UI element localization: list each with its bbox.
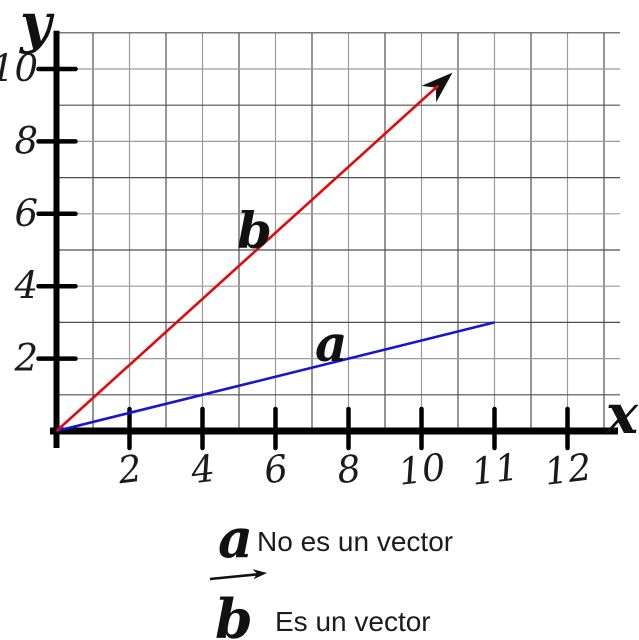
x-axis-label: x — [605, 382, 639, 446]
y-tick-label: 2 — [13, 337, 38, 380]
x-tick-label: 4 — [188, 447, 218, 493]
x-tick-label: 10 — [396, 445, 448, 493]
y-tick-label: 10 — [0, 47, 38, 90]
y-tick-label: 4 — [13, 264, 38, 307]
y-axis-label: y — [19, 0, 55, 55]
legend-label-b: Es un vector — [275, 606, 431, 637]
legend-symbol-b: b — [215, 587, 253, 640]
x-tick-label: 8 — [335, 447, 364, 493]
x-tick-label: 2 — [115, 447, 145, 493]
legend-label-a: No es un vector — [257, 526, 454, 557]
vector-arrow-icon — [209, 569, 267, 581]
y-tick-label: 8 — [14, 119, 38, 162]
x-tick-label: 11 — [469, 445, 521, 493]
plot-area: 2468101112246810yxab — [0, 0, 639, 494]
x-tick-label: 6 — [262, 447, 291, 493]
series-label-b: b — [237, 201, 272, 260]
x-tick-label: 12 — [542, 445, 594, 493]
legend-symbol-a: a — [218, 506, 253, 570]
series-line-a — [56, 321, 495, 433]
series-label-a: a — [315, 314, 347, 373]
series-line-b — [55, 84, 440, 432]
y-tick-label: 6 — [14, 192, 38, 235]
